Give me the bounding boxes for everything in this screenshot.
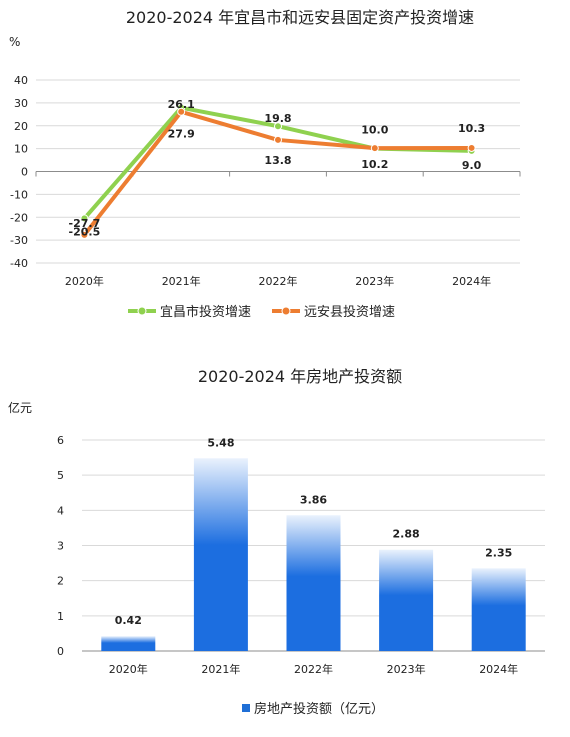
line-chart-legend: 宜昌市投资增速 远安县投资增速 bbox=[128, 304, 395, 320]
line-chart-data-label: 10.3 bbox=[458, 122, 485, 135]
bar-chart-x-axis: 2020年 2021年 2022年 2023年 2024年 bbox=[109, 662, 518, 676]
line-chart-x-tick: 2023年 bbox=[355, 274, 394, 288]
line-chart-data-label: -20.5 bbox=[69, 225, 101, 238]
line-chart-data-label: 9.0 bbox=[462, 159, 482, 172]
legend-label: 宜昌市投资增速 bbox=[160, 304, 251, 320]
line-chart-x-tick: 2024年 bbox=[452, 274, 491, 288]
line-chart-series-line bbox=[82, 109, 474, 237]
bar-chart-data-labels: 0.42 5.48 3.86 2.88 2.35 bbox=[115, 436, 513, 627]
bar-data-label: 2.35 bbox=[485, 546, 512, 559]
bar-chart-bars bbox=[101, 458, 526, 651]
line-chart-series bbox=[80, 103, 476, 239]
line-chart-data-label: -27.7 bbox=[69, 217, 101, 230]
bar bbox=[193, 458, 248, 651]
line-chart-data-label: 26.1 bbox=[168, 98, 195, 111]
bar-chart-x-tick: 2023年 bbox=[387, 662, 426, 676]
bar-chart-y-tick: 6 bbox=[57, 434, 64, 447]
line-chart-y-tick: 0 bbox=[21, 166, 28, 179]
bar-chart-x-tick: 2021年 bbox=[201, 662, 240, 676]
legend-label: 远安县投资增速 bbox=[304, 304, 395, 320]
bar-chart-y-unit: 亿元 bbox=[8, 400, 32, 415]
line-chart-point bbox=[467, 143, 476, 152]
line-chart-y-tick: 40 bbox=[14, 74, 28, 87]
bar-chart-y-tick: 5 bbox=[57, 469, 64, 482]
bar bbox=[101, 636, 156, 651]
line-chart-title: 2020-2024 年宜昌市和远安县固定资产投资增速 bbox=[126, 8, 474, 27]
bar bbox=[471, 568, 526, 651]
line-chart-data-label: 10.0 bbox=[361, 124, 388, 137]
line-chart-y-tick: -10 bbox=[10, 188, 28, 201]
bar-chart-x-tick: 2020年 bbox=[109, 662, 148, 676]
bar-data-label: 3.86 bbox=[300, 493, 327, 506]
bar-data-label: 2.88 bbox=[393, 528, 420, 541]
line-chart-x-axis: 2020年 2021年 2022年 2023年 2024年 bbox=[65, 274, 491, 288]
line-chart-y-tick: -30 bbox=[10, 234, 28, 247]
line-chart-data-labels: -20.5 27.9 19.8 10.0 9.0 -27.7 26.1 13.8 10.2 10.… bbox=[69, 98, 486, 239]
line-chart-point bbox=[177, 107, 186, 116]
legend-label: 房地产投资额（亿元） bbox=[254, 701, 384, 717]
line-chart-point bbox=[370, 144, 379, 153]
line-chart-point bbox=[274, 122, 282, 131]
line-chart-point bbox=[80, 230, 89, 239]
bar-chart-y-tick: 3 bbox=[57, 540, 64, 553]
line-chart-x-tick: 2020年 bbox=[65, 274, 104, 288]
bar-chart-x-tick: 2022年 bbox=[294, 662, 333, 676]
line-chart-y-unit: % bbox=[9, 35, 20, 49]
bar-data-label: 5.48 bbox=[207, 436, 234, 449]
legend-marker bbox=[281, 306, 291, 316]
legend-marker bbox=[137, 306, 147, 316]
bar bbox=[286, 515, 341, 651]
bar-chart-y-tick: 1 bbox=[57, 610, 64, 623]
line-chart-data-label: 27.9 bbox=[168, 128, 195, 141]
bar-chart-legend: 房地产投资额（亿元） bbox=[242, 701, 384, 717]
bar-chart-x-tick: 2024年 bbox=[479, 662, 518, 676]
line-chart-y-tick: 30 bbox=[14, 97, 28, 110]
bar-chart-y-tick: 0 bbox=[57, 645, 64, 658]
line-chart-y-tick: -40 bbox=[10, 257, 28, 270]
bar-chart-title: 2020-2024 年房地产投资额 bbox=[198, 367, 402, 386]
line-chart-grid bbox=[35, 79, 521, 264]
bar-chart-y-tick: 4 bbox=[57, 504, 64, 517]
legend-swatch bbox=[242, 704, 250, 712]
line-chart: 2020-2024 年宜昌市和远安县固定资产投资增速 % 40 30 20 10 0 -1… bbox=[9, 8, 521, 320]
line-chart-point bbox=[80, 214, 89, 223]
line-chart-x-tick: 2021年 bbox=[162, 274, 201, 288]
line-chart-y-tick: -20 bbox=[10, 211, 28, 224]
line-chart-y-tick: 20 bbox=[14, 120, 28, 133]
bar bbox=[379, 549, 434, 651]
line-chart-point bbox=[274, 135, 282, 144]
line-chart-x-tick: 2022年 bbox=[259, 274, 298, 288]
bar-data-label: 0.42 bbox=[115, 614, 142, 627]
line-chart-y-axis: 40 30 20 10 0 -10 -20 -30 -40 bbox=[10, 74, 28, 270]
line-chart-data-label: 13.8 bbox=[264, 154, 291, 167]
bar-chart-y-axis: 6 5 4 3 2 1 0 bbox=[57, 434, 64, 658]
bar-chart-y-tick: 2 bbox=[57, 575, 64, 588]
line-chart-data-label: 10.2 bbox=[361, 158, 388, 171]
line-chart-y-tick: 10 bbox=[14, 143, 28, 156]
line-chart-data-label: 19.8 bbox=[264, 112, 291, 125]
